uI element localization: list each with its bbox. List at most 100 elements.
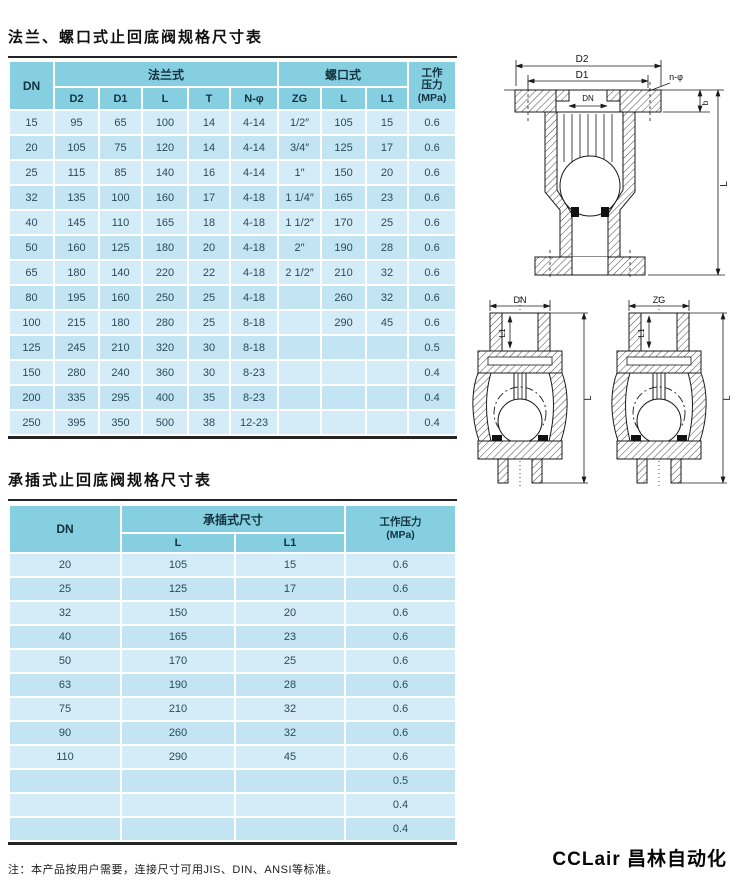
dim-label-l: L bbox=[583, 395, 593, 400]
footnote: 注：本产品按用户需要，连接尺寸可用JIS、DIN、ANSI等标准。 bbox=[8, 864, 339, 876]
table-cell: 210 bbox=[322, 261, 366, 284]
table-cell bbox=[322, 386, 366, 409]
table-cell: 150 bbox=[322, 161, 366, 184]
valve-ball bbox=[559, 155, 621, 217]
table-cell: 95 bbox=[55, 111, 98, 134]
dim-label-d1: D1 bbox=[576, 70, 589, 81]
table-cell: 1 1/2″ bbox=[279, 211, 321, 234]
table-cell: 20 bbox=[10, 136, 53, 159]
table-cell: 160 bbox=[100, 286, 141, 309]
table-cell bbox=[279, 286, 321, 309]
table-cell: 32 bbox=[367, 286, 408, 309]
table-cell: 0.6 bbox=[346, 674, 456, 696]
table-cell: 260 bbox=[322, 286, 366, 309]
pressure-line: 压力 bbox=[421, 79, 443, 92]
col-group-flange: 法兰式 bbox=[55, 62, 278, 86]
table-cell: 1″ bbox=[279, 161, 321, 184]
table1-box: DN 法兰式 螺口式 工作 压力 (MPa) D2 D1 L T N-φ ZG bbox=[8, 60, 458, 439]
table-cell: 0.4 bbox=[346, 818, 456, 840]
table-cell: 75 bbox=[10, 698, 120, 720]
table-cell: 395 bbox=[55, 411, 98, 434]
table-cell: 290 bbox=[322, 311, 366, 334]
table-cell: 170 bbox=[122, 650, 234, 672]
table-cell: 0.6 bbox=[409, 236, 456, 259]
table-row: 90 260 32 0.6 bbox=[10, 722, 456, 744]
table-cell: 290 bbox=[122, 746, 234, 768]
table-cell: 195 bbox=[55, 286, 98, 309]
table-cell: 360 bbox=[143, 361, 187, 384]
table-cell: 0.6 bbox=[346, 626, 456, 648]
table-cell: 295 bbox=[100, 386, 141, 409]
table-cell: 260 bbox=[122, 722, 234, 744]
table-cell: 140 bbox=[100, 261, 141, 284]
table-cell: 0.4 bbox=[409, 386, 456, 409]
col-header-dn: DN bbox=[10, 506, 120, 552]
table-cell: 150 bbox=[10, 361, 53, 384]
table-cell: 25 bbox=[189, 286, 229, 309]
table-cell bbox=[322, 336, 366, 359]
table-cell: 17 bbox=[189, 186, 229, 209]
table-cell: 400 bbox=[143, 386, 187, 409]
dim-label-l: L bbox=[722, 395, 732, 400]
table-cell: 105 bbox=[322, 111, 366, 134]
table-cell: 245 bbox=[55, 336, 98, 359]
table-cell: 22 bbox=[189, 261, 229, 284]
table-cell bbox=[122, 794, 234, 816]
table-cell: 280 bbox=[55, 361, 98, 384]
table-row: 20 105 75 120 14 4-14 3/4″ 125 17 0.6 bbox=[10, 136, 456, 159]
table-cell: 20 bbox=[367, 161, 408, 184]
flange-thread-table-section: 法兰、螺口式止回底阀规格尺寸表 DN 法兰式 螺口式 工作 压力 (MPa) bbox=[8, 26, 458, 439]
table-cell: 0.6 bbox=[346, 650, 456, 672]
table-cell: 4-18 bbox=[231, 236, 278, 259]
dim-label-l1: L1 bbox=[637, 328, 646, 337]
col-header-pressure: 工作 压力 (MPa) bbox=[409, 62, 456, 109]
table-cell: 40 bbox=[10, 211, 53, 234]
table-cell: 4-18 bbox=[231, 261, 278, 284]
table-cell bbox=[279, 411, 321, 434]
table-cell: 0.6 bbox=[409, 261, 456, 284]
table-cell: 2 1/2″ bbox=[279, 261, 321, 284]
table-subheader-row: D2 D1 L T N-φ ZG L L1 bbox=[10, 88, 455, 109]
table-cell: 0.6 bbox=[409, 211, 456, 234]
table-cell: 30 bbox=[189, 336, 229, 359]
table-row: 0.4 bbox=[10, 794, 456, 816]
table-cell: 240 bbox=[100, 361, 141, 384]
table-cell: 3/4″ bbox=[279, 136, 321, 159]
table-cell: 30 bbox=[189, 361, 229, 384]
table-cell: 170 bbox=[322, 211, 366, 234]
table-cell: 8-23 bbox=[231, 386, 278, 409]
table-cell: 110 bbox=[10, 746, 120, 768]
flange-valve-drawing: D2 D1 DN n-φ b L bbox=[504, 54, 730, 280]
table-row: 0.5 bbox=[10, 770, 456, 792]
table-cell: 32 bbox=[236, 722, 345, 744]
col-group-thread: 螺口式 bbox=[279, 62, 408, 86]
table-cell: 25 bbox=[10, 161, 53, 184]
valve-ball bbox=[636, 398, 682, 444]
table-cell: 0.5 bbox=[346, 770, 456, 792]
table-cell bbox=[236, 770, 345, 792]
table-cell: 0.6 bbox=[346, 602, 456, 624]
dim-label-l1: L1 bbox=[498, 328, 507, 337]
table-cell: 100 bbox=[143, 111, 187, 134]
table2-box: DN 承插式尺寸 工作压力 (MPa) L L1 20 105 15 0.6 25 125… bbox=[8, 504, 458, 845]
table-cell: 50 bbox=[10, 650, 120, 672]
table-cell: 165 bbox=[122, 626, 234, 648]
table-row: 0.4 bbox=[10, 818, 456, 840]
table-cell: 145 bbox=[55, 211, 98, 234]
table-cell: 0.6 bbox=[409, 111, 456, 134]
table-cell: 4-18 bbox=[231, 211, 278, 234]
table2-title: 承插式止回底阀规格尺寸表 bbox=[8, 472, 213, 489]
table-cell: 280 bbox=[143, 311, 187, 334]
table-header-row: DN 承插式尺寸 工作压力 (MPa) bbox=[10, 506, 456, 552]
table-cell: 0.4 bbox=[409, 411, 456, 434]
col-header-pressure: 工作压力 (MPa) bbox=[346, 506, 456, 552]
table-cell: 1/2″ bbox=[279, 111, 321, 134]
table-cell: 15 bbox=[367, 111, 408, 134]
table-cell: 90 bbox=[10, 722, 120, 744]
table-cell: 165 bbox=[143, 211, 187, 234]
table-cell bbox=[122, 818, 234, 840]
table-cell bbox=[236, 818, 345, 840]
table-cell: 32 bbox=[10, 602, 120, 624]
threaded-valve-dn-drawing: DN L1 L bbox=[472, 295, 593, 487]
col-header-l: L bbox=[143, 88, 187, 109]
